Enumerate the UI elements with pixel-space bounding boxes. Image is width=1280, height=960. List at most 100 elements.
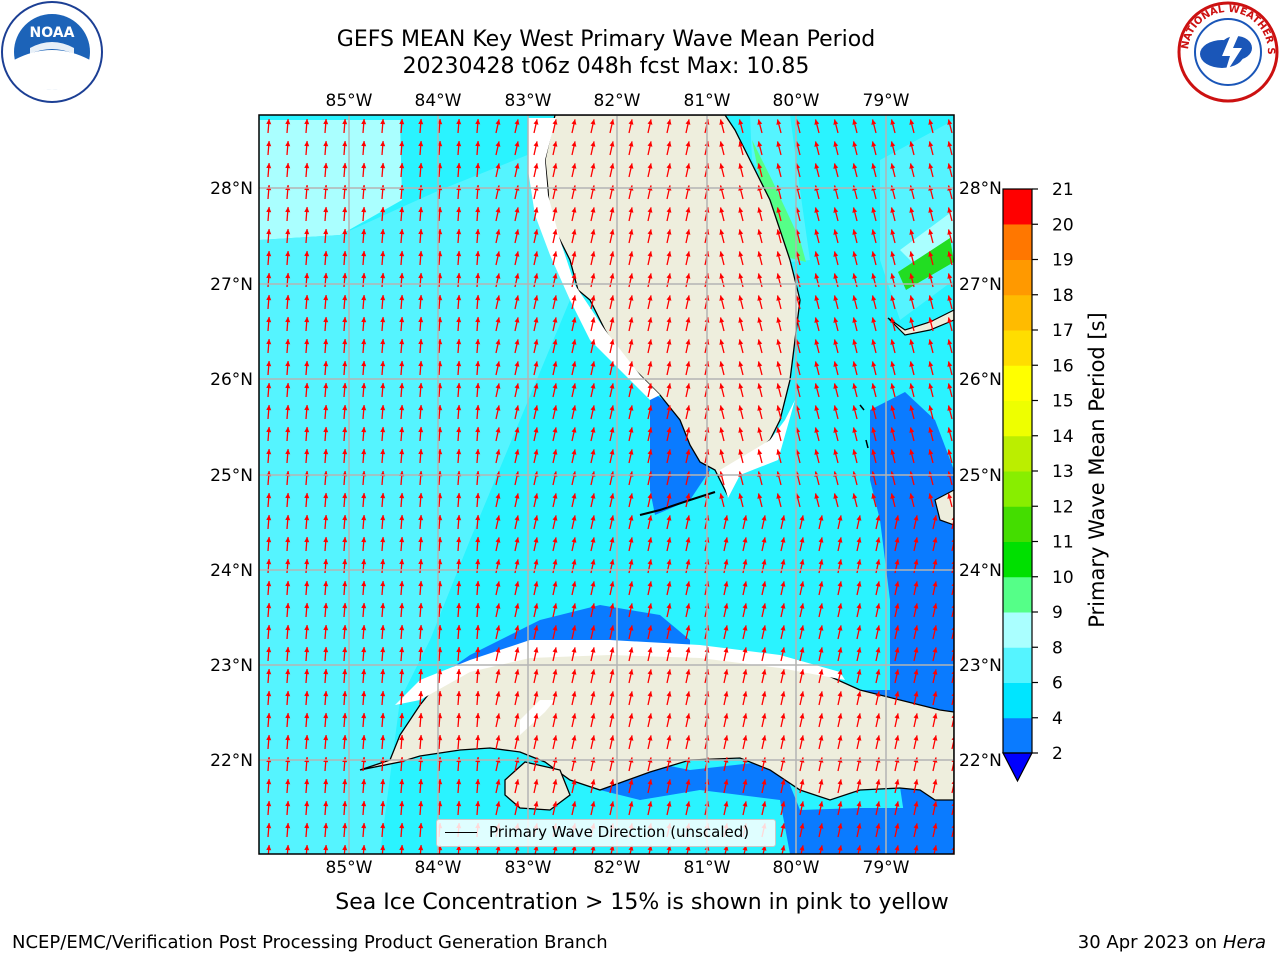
- wave-arrow-head: [685, 163, 691, 169]
- wave-arrow-head: [761, 647, 767, 653]
- wave-arrow-head: [304, 383, 310, 389]
- wave-arrow-head: [609, 141, 615, 147]
- wave-arrow-head: [833, 295, 839, 301]
- wave-arrow-head: [852, 141, 858, 147]
- wave-arrow-head: [590, 801, 596, 807]
- wave-arrow-head: [399, 141, 405, 147]
- wave-arrow-head: [475, 295, 481, 301]
- wave-arrow-head: [814, 317, 820, 323]
- wave-arrow-head: [571, 141, 577, 147]
- wave-arrow-head: [609, 251, 615, 257]
- wave-arrow-head: [856, 845, 862, 851]
- colorbar-segment: [1003, 224, 1032, 260]
- wave-arrow-head: [609, 229, 615, 235]
- wave-arrow-head: [475, 713, 481, 719]
- wave-arrow-head: [666, 647, 672, 653]
- wave-arrow-head: [932, 625, 938, 631]
- wave-arrow-head: [571, 515, 577, 521]
- wave-arrow-head: [738, 317, 744, 323]
- lon-label-bottom: 80°W: [773, 858, 820, 878]
- wave-arrow-head: [609, 273, 615, 279]
- wave-arrow-head: [776, 273, 782, 279]
- wave-arrow-head: [685, 207, 691, 213]
- wave-arrow-head: [533, 735, 539, 741]
- wave-arrow-head: [285, 713, 291, 719]
- wave-arrow-head: [285, 163, 291, 169]
- lat-label-left: 27°N: [210, 275, 253, 295]
- wave-arrow-head: [533, 625, 539, 631]
- coastal-mask-cuba-north: [395, 640, 845, 705]
- wave-arrow-head: [856, 581, 862, 587]
- wave-arrow-head: [742, 801, 748, 807]
- wave-arrow-head: [628, 603, 634, 609]
- wave-arrow-head: [304, 273, 310, 279]
- wave-arrow-head: [890, 405, 896, 411]
- wave-arrow-head: [609, 801, 615, 807]
- wave-arrow-head: [818, 735, 824, 741]
- footer-date-text: 30 Apr 2023 on: [1077, 932, 1223, 953]
- colorbar-segment: [1003, 365, 1032, 401]
- wave-arrow-head: [304, 515, 310, 521]
- wave-arrow-head: [380, 339, 386, 345]
- wave-arrow-head: [757, 383, 763, 389]
- wave-arrow-head: [571, 339, 577, 345]
- lon-label-bottom: 84°W: [415, 858, 462, 878]
- colorbar-tick-label: 6: [1052, 674, 1063, 694]
- wave-arrow-head: [361, 845, 367, 851]
- wave-arrow-head: [719, 119, 725, 125]
- wave-arrow-head: [380, 405, 386, 411]
- wave-arrow-head: [571, 581, 577, 587]
- wave-arrow-head: [761, 581, 767, 587]
- wave-arrow-head: [590, 625, 596, 631]
- wave-arrow-head: [757, 273, 763, 279]
- wave-arrow-head: [533, 119, 539, 125]
- wave-arrow-head: [723, 647, 729, 653]
- wave-arrow-head: [590, 449, 596, 455]
- wave-arrow-head: [685, 251, 691, 257]
- wave-arrow-head: [418, 625, 424, 631]
- wave-arrow-head: [928, 405, 934, 411]
- wave-arrow-head: [666, 537, 672, 543]
- wave-arrow-head: [685, 361, 691, 367]
- wave-arrow-head: [361, 625, 367, 631]
- wave-arrow-head: [266, 823, 272, 829]
- colorbar-under-triangle: [1002, 752, 1033, 783]
- wave-arrow-head: [647, 251, 653, 257]
- wave-arrow-head: [266, 361, 272, 367]
- sea-ice-note: Sea Ice Concentration > 15% is shown in …: [335, 890, 949, 915]
- wave-arrow-head: [590, 405, 596, 411]
- wave-arrow-head: [456, 119, 462, 125]
- wave-arrow-head: [323, 603, 329, 609]
- footer-date: 30 Apr 2023 on Hera: [1078, 932, 1266, 953]
- wave-arrow-head: [856, 669, 862, 675]
- lat-label-left: 28°N: [210, 179, 253, 199]
- wave-arrow-head: [552, 361, 558, 367]
- wave-arrow-head: [304, 603, 310, 609]
- wave-arrow-head: [666, 163, 672, 169]
- wave-arrow-head: [342, 537, 348, 543]
- wave-arrow-head: [399, 669, 405, 675]
- wave-arrow-head: [685, 295, 691, 301]
- wave-arrow-head: [571, 801, 577, 807]
- wave-arrow-head: [609, 691, 615, 697]
- wave-arrow-head: [909, 229, 915, 235]
- wave-arrow-head: [647, 801, 653, 807]
- wave-arrow-head: [685, 603, 691, 609]
- wave-arrow-head: [837, 647, 843, 653]
- wave-arrow-head: [323, 647, 329, 653]
- wave-arrow-head: [418, 581, 424, 587]
- wave-arrow-head: [399, 647, 405, 653]
- wave-arrow-head: [514, 141, 520, 147]
- wave-arrow-head: [495, 427, 501, 433]
- wave-arrow-head: [285, 339, 291, 345]
- wave-arrow-head: [361, 515, 367, 521]
- wave-arrow-head: [738, 405, 744, 411]
- wave-arrow-head: [285, 207, 291, 213]
- wave-arrow-head: [932, 823, 938, 829]
- wave-arrow-head: [890, 229, 896, 235]
- wave-arrow-head: [514, 383, 520, 389]
- wave-arrow-head: [590, 383, 596, 389]
- wave-arrow-head: [342, 845, 348, 851]
- wave-arrow-head: [609, 603, 615, 609]
- wave-arrow-head: [304, 691, 310, 697]
